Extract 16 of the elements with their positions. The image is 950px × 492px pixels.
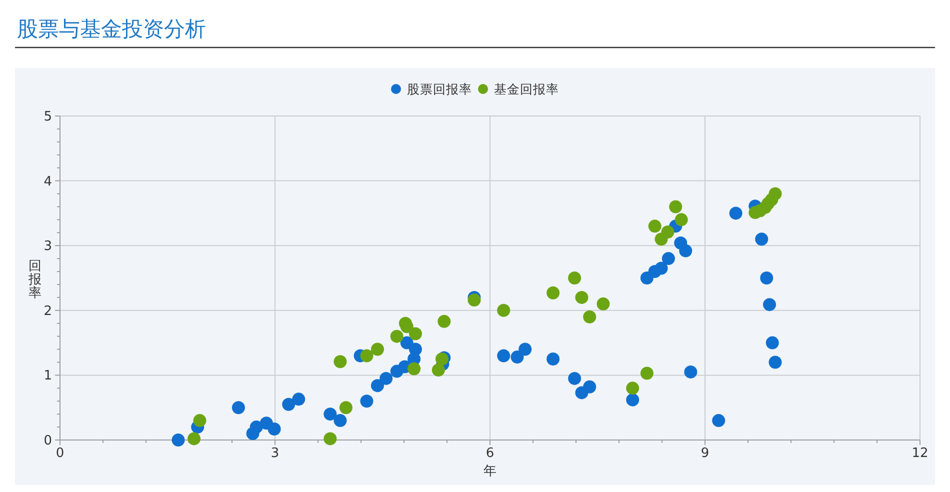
title: 股票与基金投资分析 — [17, 17, 206, 41]
legend-label: 股票回报率 — [407, 82, 472, 96]
y-axis-title: 回报率 — [28, 259, 42, 302]
x-tick-label: 12 — [912, 446, 928, 461]
y-tick-label: 1 — [44, 368, 52, 384]
y-tick-label: 0 — [44, 434, 52, 448]
x-axis-title: 年 — [484, 464, 496, 479]
x-tick-label: 9 — [700, 446, 710, 461]
x-tick-label: 0 — [56, 446, 64, 461]
y-tick-label: 2 — [44, 304, 52, 319]
x-tick-label: 6 — [486, 446, 494, 461]
y-tick-label: 4 — [44, 174, 52, 190]
legend-label: 基金回报率 — [494, 82, 559, 96]
y-tick-label: 5 — [44, 110, 52, 124]
y-tick-label: 3 — [44, 239, 52, 254]
x-tick-label: 3 — [270, 446, 280, 461]
